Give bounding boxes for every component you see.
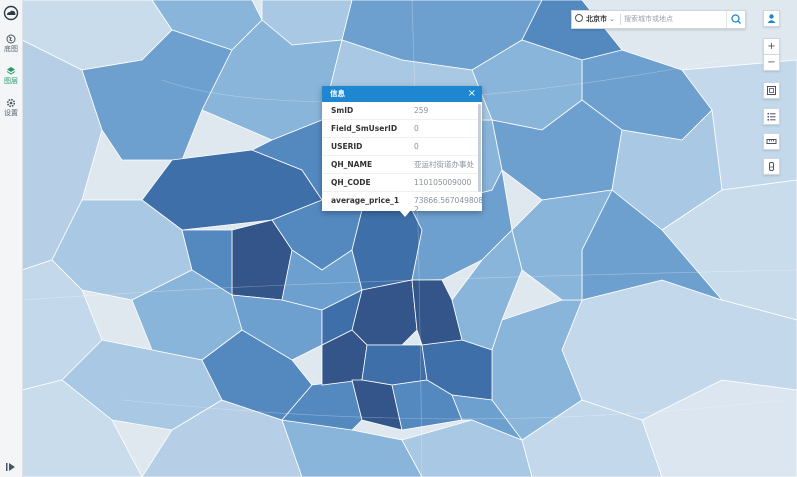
district xyxy=(321,289,363,346)
info-popup: 信息 × SmID 259 Field_SmUserID 0 USERID 0 … xyxy=(322,86,482,211)
expand-sidebar-icon[interactable] xyxy=(4,461,18,473)
district xyxy=(361,344,428,386)
globe-icon xyxy=(6,34,16,44)
search-icon xyxy=(731,14,741,24)
city-selector[interactable]: 北京市 ⌄ xyxy=(575,11,615,28)
popup-title: 信息 xyxy=(330,89,345,98)
attribute-value: 73866.5670498084 2 xyxy=(414,196,482,211)
list-icon xyxy=(767,113,776,121)
user-icon xyxy=(767,14,776,23)
popup-pointer xyxy=(399,210,411,217)
layers-icon xyxy=(6,67,16,75)
attribute-row: average_price_1 73866.5670498084 2 xyxy=(322,192,482,211)
ruler-icon xyxy=(766,139,777,144)
sidebar: 底图 图层 设置 xyxy=(0,0,23,477)
user-button[interactable] xyxy=(763,10,780,27)
sidebar-item-label: 底图 xyxy=(4,45,18,53)
attribute-value: 259 xyxy=(414,106,429,115)
sidebar-item-label: 设置 xyxy=(4,109,18,117)
map-canvas[interactable] xyxy=(22,0,797,477)
search-input[interactable] xyxy=(624,12,724,26)
search-button[interactable] xyxy=(726,11,745,28)
city-name: 北京市 xyxy=(586,15,607,23)
attribute-row: USERID 0 xyxy=(322,138,482,156)
search-bar: 北京市 ⌄ xyxy=(571,10,746,29)
cloud-logo-icon xyxy=(3,5,19,21)
popup-body[interactable]: SmID 259 Field_SmUserID 0 USERID 0 QH_NA… xyxy=(322,102,482,211)
attribute-key: USERID xyxy=(331,142,363,151)
attribute-row: QH_NAME 亚运村街道办事处 xyxy=(322,156,482,174)
fullscreen-button[interactable] xyxy=(763,82,780,99)
attribute-key: Field_SmUserID xyxy=(331,124,398,133)
popup-scrollbar[interactable] xyxy=(478,104,481,192)
sidebar-item-basemap[interactable]: 底图 xyxy=(0,34,22,54)
attribute-value: 亚运村街道办事处 xyxy=(414,160,474,169)
chevron-down-icon: ⌄ xyxy=(609,15,615,23)
attribute-row: QH_CODE 110105009000 xyxy=(322,174,482,192)
attribute-value: 110105009000 xyxy=(414,178,472,187)
attribute-key: SmID xyxy=(331,106,354,115)
fullscreen-icon xyxy=(767,86,776,95)
popup-header: 信息 × xyxy=(322,86,482,102)
attribute-value: 0 xyxy=(414,124,419,133)
sidebar-item-label: 图层 xyxy=(4,77,18,85)
minus-icon: − xyxy=(767,57,776,68)
sidebar-item-settings[interactable]: 设置 xyxy=(0,98,22,118)
attribute-key: average_price_1 xyxy=(331,196,400,205)
gear-icon xyxy=(6,98,16,108)
attribute-row: Field_SmUserID 0 xyxy=(322,120,482,138)
clear-button[interactable] xyxy=(763,158,780,175)
road-lines xyxy=(22,0,797,477)
attribute-value: 0 xyxy=(414,142,419,151)
zoom-out-button[interactable]: − xyxy=(763,54,780,71)
attribute-row: SmID 259 xyxy=(322,102,482,120)
attribute-key: QH_CODE xyxy=(331,178,371,187)
zoom-in-button[interactable]: + xyxy=(763,38,780,55)
plus-icon: + xyxy=(767,41,776,52)
layer-list-button[interactable] xyxy=(763,108,780,125)
outer-districts xyxy=(22,0,797,477)
district xyxy=(451,394,524,441)
sidebar-item-layers[interactable]: 图层 xyxy=(0,66,22,86)
eraser-icon xyxy=(769,162,774,171)
district xyxy=(22,379,143,477)
location-pin-icon xyxy=(575,14,583,22)
divider xyxy=(620,14,621,25)
attribute-key: QH_NAME xyxy=(331,160,373,169)
measure-button[interactable] xyxy=(763,133,780,150)
choropleth-map[interactable] xyxy=(22,0,797,477)
close-icon[interactable]: × xyxy=(467,88,476,99)
